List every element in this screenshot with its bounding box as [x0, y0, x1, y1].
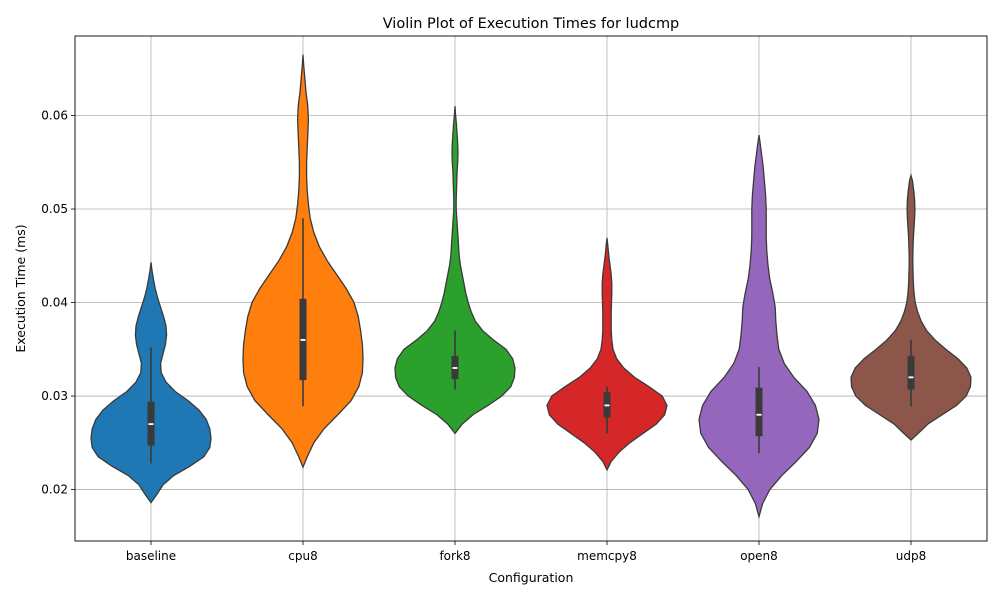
x-axis-title: Configuration	[489, 570, 574, 585]
y-tick-label: 0.02	[41, 483, 68, 497]
violin-iqr-box	[907, 355, 915, 390]
violin-iqr-box	[755, 387, 763, 437]
x-tick-label-open8: open8	[740, 549, 778, 563]
y-tick-label: 0.04	[41, 296, 68, 310]
x-tick-label-baseline: baseline	[126, 549, 176, 563]
violins	[90, 54, 972, 520]
grid	[75, 36, 987, 541]
chart-title: Violin Plot of Execution Times for ludcm…	[383, 16, 680, 32]
x-tick-label-cpu8: cpu8	[288, 549, 317, 563]
violin-body	[850, 172, 972, 441]
violin-fork8	[394, 106, 516, 435]
violin-memcpy8	[546, 237, 668, 472]
y-tick-label: 0.03	[41, 389, 68, 403]
x-tick-label-udp8: udp8	[896, 549, 926, 563]
x-tick-label-memcpy8: memcpy8	[577, 549, 637, 563]
y-tick-label: 0.06	[41, 108, 68, 122]
violin-cpu8	[242, 54, 364, 469]
y-axis-title: Execution Time (ms)	[13, 224, 28, 352]
violin-baseline	[90, 262, 212, 504]
violin-body	[698, 135, 820, 520]
violin-body	[394, 106, 516, 435]
violin-body	[546, 237, 668, 472]
y-tick-label: 0.05	[41, 202, 68, 216]
violin-open8	[698, 135, 820, 520]
violin-udp8	[850, 172, 972, 441]
axis-ticks: 0.02 0.03 0.04 0.05 0.06 baseline cpu8 fork8 mem…	[41, 108, 926, 563]
plot-area-frame	[74, 35, 988, 542]
x-tick-label-fork8: fork8	[439, 549, 470, 563]
